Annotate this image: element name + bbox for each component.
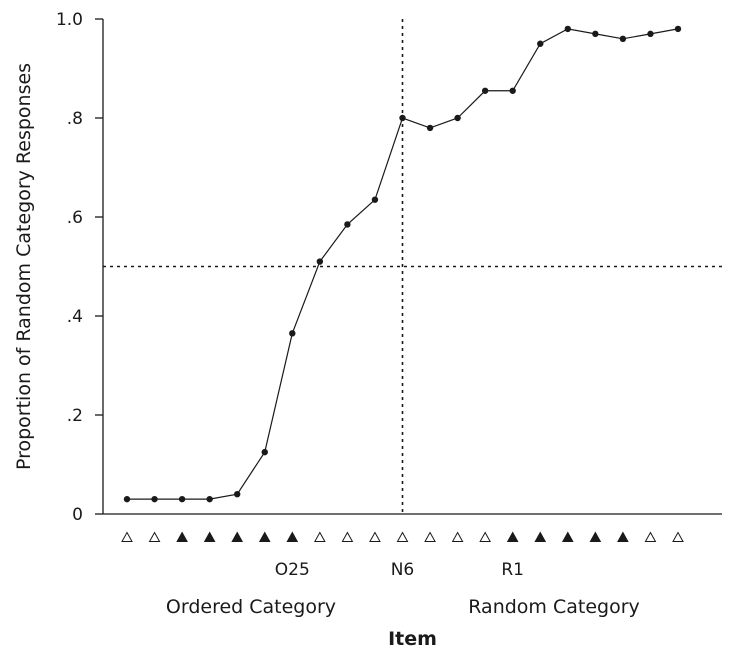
data-point	[344, 221, 351, 228]
data-point	[234, 491, 241, 498]
open-triangle-marker	[396, 531, 409, 542]
labels-group: O25 N6 R1 Ordered Category Random Category It…	[166, 560, 640, 650]
filled-triangle-marker	[286, 531, 299, 542]
data-point	[371, 196, 379, 203]
filled-triangle-marker	[203, 531, 216, 542]
x-axis-label: Item	[388, 628, 437, 650]
data-point	[481, 87, 489, 94]
data-point	[399, 114, 406, 122]
y-tick-label: .4	[67, 307, 83, 327]
filled-triangle-marker	[506, 531, 519, 542]
item-markers	[121, 531, 684, 542]
data-point	[564, 25, 571, 33]
filled-triangle-marker	[534, 531, 547, 542]
data-point	[647, 30, 654, 38]
filled-triangle-marker	[258, 531, 271, 542]
y-tick-label: 0	[72, 505, 83, 525]
series-group	[123, 25, 682, 503]
data-point	[592, 30, 599, 38]
y-tick-label: .8	[67, 109, 83, 129]
data-point	[454, 114, 461, 122]
open-triangle-marker	[314, 531, 326, 542]
filled-triangle-marker	[561, 531, 574, 542]
item-label: R1	[501, 560, 524, 580]
data-point	[178, 495, 186, 503]
filled-triangle-marker	[589, 531, 602, 542]
y-tick-label: 1.0	[56, 10, 83, 30]
data-point	[316, 258, 324, 265]
data-point	[151, 495, 158, 503]
filled-triangle-marker	[617, 531, 629, 542]
reference-lines	[103, 19, 722, 514]
open-triangle-marker	[369, 531, 381, 542]
item-label: N6	[391, 560, 415, 580]
open-triangle-marker	[121, 531, 133, 542]
filled-triangle-marker	[231, 531, 244, 542]
data-point	[261, 448, 268, 456]
axes: 0 .2 .4 .6 .8 1.0 Proportion of Random Categor…	[13, 10, 722, 525]
open-triangle-marker	[644, 531, 657, 542]
y-tick-label: .2	[67, 406, 83, 426]
data-point	[674, 25, 682, 33]
data-point	[123, 495, 131, 503]
y-tick-label: .6	[67, 208, 83, 228]
open-triangle-marker	[672, 531, 684, 542]
y-axis-label: Proportion of Random Category Responses	[13, 63, 35, 470]
data-point	[206, 495, 213, 503]
data-point	[426, 124, 434, 132]
data-point	[537, 40, 544, 47]
open-triangle-marker	[451, 531, 464, 542]
open-triangle-marker	[479, 531, 491, 542]
data-point	[509, 87, 516, 94]
item-label: O25	[275, 560, 310, 580]
open-triangle-marker	[148, 531, 161, 542]
group-label: Random Category	[468, 596, 640, 618]
filled-triangle-marker	[176, 531, 188, 542]
group-label: Ordered Category	[166, 596, 336, 618]
open-triangle-marker	[341, 531, 354, 542]
data-point	[289, 330, 296, 337]
data-point	[619, 35, 627, 42]
open-triangle-marker	[424, 531, 436, 542]
